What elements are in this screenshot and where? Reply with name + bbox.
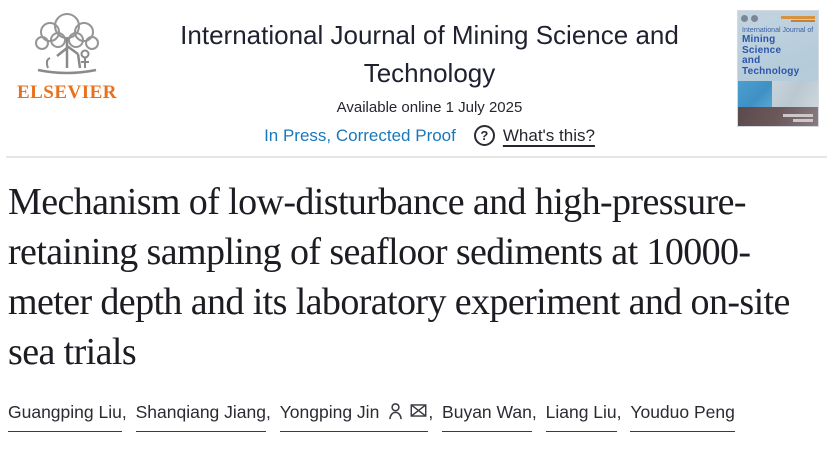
author-link[interactable]: Guangping Liu (8, 397, 122, 432)
article-title: Mechanism of low-disturbance and high-pr… (8, 181, 790, 373)
cover-title-line3: Technology (742, 65, 800, 77)
author-separator: , (121, 402, 132, 422)
author-separator: , (428, 402, 439, 422)
cover-title-line1: Mining Science (742, 34, 782, 56)
author-list: Guangping Liu, Shanqiang Jiang, Yongping… (0, 397, 833, 432)
cover-emblem-icons (741, 15, 758, 22)
cover-title-superline: International Journal of (742, 27, 814, 34)
publication-status-row: In Press, Corrected Proof ? What's this? (122, 125, 737, 146)
cover-title: International Journal of Mining Science … (738, 24, 818, 77)
author-separator: , (616, 402, 627, 422)
elsevier-tree-logo-icon (35, 13, 99, 75)
journal-cover-column: International Journal of Mining Science … (737, 8, 829, 127)
cover-issn-bars (781, 15, 815, 22)
author-link[interactable]: Liang Liu (545, 397, 617, 432)
journal-title-link[interactable]: International Journal of Mining Science … (180, 20, 679, 88)
corresponding-author-icons (387, 402, 428, 421)
publisher-wordmark: ELSEVIER (16, 82, 118, 103)
person-icon (389, 403, 403, 420)
journal-cover-thumbnail[interactable]: International Journal of Mining Science … (737, 10, 819, 127)
whats-this-link[interactable]: What's this? (502, 125, 595, 145)
envelope-icon (410, 404, 427, 417)
author-link[interactable]: Yongping Jin (279, 397, 429, 432)
publisher-logo[interactable]: ELSEVIER (12, 8, 122, 104)
author-link[interactable]: Buyan Wan (442, 397, 532, 432)
available-online-date: Available online 1 July 2025 (336, 99, 523, 116)
cover-texture-art (738, 81, 818, 126)
cover-top-band (738, 11, 818, 24)
author-link[interactable]: Shanqiang Jiang (135, 397, 266, 432)
author-separator: , (265, 402, 276, 422)
header-divider (6, 156, 827, 158)
journal-info: International Journal of Mining Science … (122, 8, 737, 146)
author-separator: , (531, 402, 542, 422)
help-question-icon[interactable]: ? (473, 125, 495, 146)
journal-banner: ELSEVIER International Journal of Mining… (0, 0, 833, 156)
author-link[interactable]: Youduo Peng (630, 397, 735, 432)
in-press-status-link[interactable]: In Press, Corrected Proof (264, 125, 456, 145)
cover-title-line2: and (742, 55, 761, 66)
